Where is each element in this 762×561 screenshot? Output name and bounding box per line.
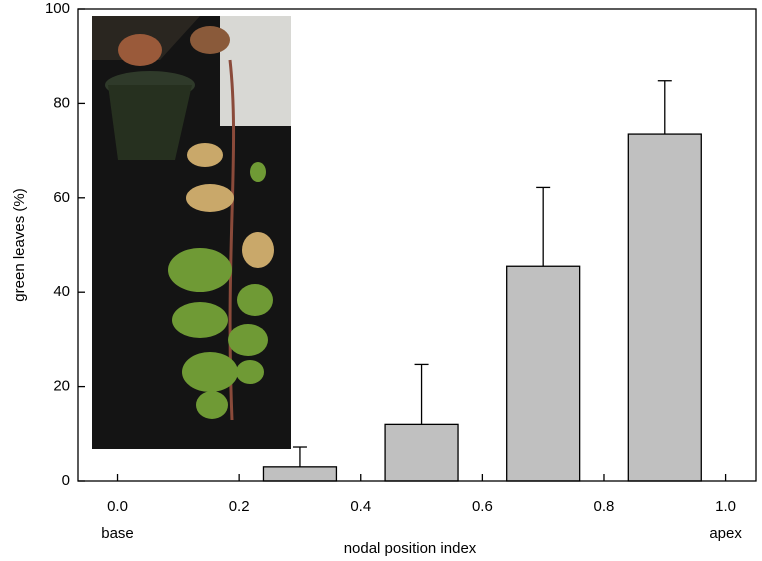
bar (627, 133, 702, 482)
x-tick-label: 0.8 (594, 498, 615, 515)
x-tick-label: 0.4 (350, 498, 371, 515)
bar (506, 265, 581, 482)
y-tick-label: 100 (45, 0, 70, 17)
x-tick-label: 0.0 (107, 498, 128, 515)
y-tick-label: 80 (53, 94, 70, 111)
bar (384, 423, 459, 482)
y-tick-label: 0 (62, 472, 70, 489)
y-axis-label: green leaves (%) (11, 188, 28, 301)
annotation: apex (709, 525, 742, 542)
bar (262, 466, 338, 482)
plot-frame (77, 8, 757, 482)
x-axis-label: nodal position index (344, 540, 477, 557)
y-tick-label: 60 (53, 189, 70, 206)
x-tick-label: 0.6 (472, 498, 493, 515)
y-tick-label: 40 (53, 283, 70, 300)
annotation: base (101, 525, 134, 542)
x-tick-label: 1.0 (715, 498, 736, 515)
inset-photo (92, 16, 291, 449)
y-tick-label: 20 (53, 378, 70, 395)
x-tick-label: 0.2 (229, 498, 250, 515)
